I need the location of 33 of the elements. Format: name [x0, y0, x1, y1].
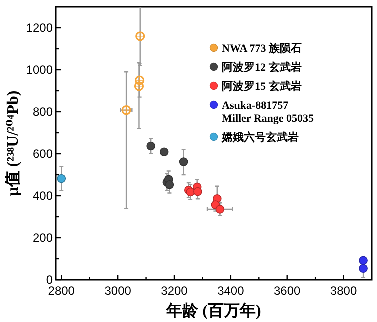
legend-label: Asuka-881757 Miller Range 05035: [222, 100, 315, 125]
point: [160, 148, 169, 157]
point: [134, 76, 145, 86]
point: [359, 256, 368, 266]
x-tick-label: 3200: [161, 284, 188, 298]
legend-label: NWA 773 族陨石: [222, 42, 302, 55]
y-tick-label: 1000: [26, 63, 54, 77]
y-tick-label: 600: [32, 147, 54, 161]
point: [165, 180, 174, 190]
x-axis-title: 年龄 (百万年): [166, 302, 262, 320]
legend-label: 嫦娥六号玄武岩: [221, 131, 299, 144]
y-tick-label: 200: [32, 231, 54, 245]
y-tick-label: 1200: [26, 21, 54, 35]
x-tick-label: 3400: [218, 284, 245, 298]
x-tick-label: 3800: [330, 284, 358, 298]
x-tick-label: 3000: [104, 284, 132, 298]
x-tick-label: 3600: [274, 284, 302, 298]
point: [146, 142, 156, 151]
point: [179, 158, 188, 166]
legend-label: 阿波罗15 玄武岩: [222, 80, 302, 93]
point: [57, 174, 66, 184]
y-tick-label: 0: [46, 273, 54, 287]
legend-label: 阿波罗12 玄武岩: [222, 61, 302, 74]
x-tick-label: 2800: [48, 284, 76, 298]
point: [122, 106, 132, 116]
point: [194, 187, 202, 196]
y-axis-title: μ值 (²³⁸U/²⁰⁴Pb): [4, 90, 22, 196]
point: [134, 82, 144, 92]
point: [359, 264, 368, 274]
y-tick-label: 400: [32, 189, 54, 203]
point: [216, 205, 225, 214]
point: [136, 32, 146, 42]
y-tick-label: 800: [32, 105, 54, 119]
